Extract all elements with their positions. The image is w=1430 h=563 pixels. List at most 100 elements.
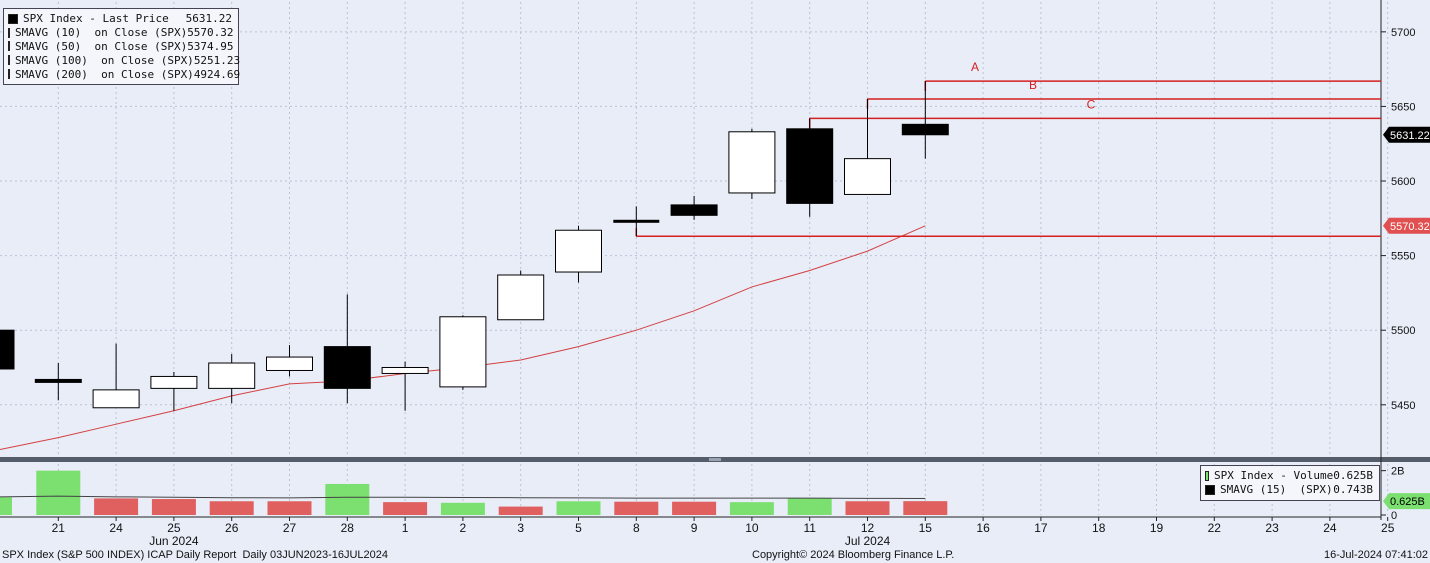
volume-bar xyxy=(151,499,196,515)
volume-legend-row: SMAVG (15) (SPX) 0.743B xyxy=(1201,483,1379,497)
volume-bar xyxy=(729,502,774,515)
y-tick-label: 5550 xyxy=(1391,251,1415,263)
volume-bar xyxy=(267,501,312,515)
x-tick-label: 15 xyxy=(919,521,933,535)
x-tick-label: 16 xyxy=(976,521,990,535)
price-legend-row: SMAVG (10) on Close (SPX) 5570.32 xyxy=(4,26,238,40)
x-tick-label: 22 xyxy=(1208,521,1222,535)
footer-center: Copyright© 2024 Bloomberg Finance L.P. xyxy=(752,549,955,561)
volume-bar xyxy=(787,498,832,515)
price-legend-value: 5570.32 xyxy=(187,26,234,40)
candle xyxy=(34,363,82,401)
price-legend-value: 5251.23 xyxy=(193,53,241,67)
volume-price-tag-label: 0.625B xyxy=(1390,496,1425,508)
volume-legend-name: SPX Index - Volume xyxy=(1214,469,1334,483)
x-tick-label: 23 xyxy=(1265,521,1279,535)
candle-body xyxy=(670,204,718,216)
price-tag-label: 5631.22 xyxy=(1390,130,1430,142)
volume-bar xyxy=(498,506,543,515)
price-tag-label: 5570.32 xyxy=(1390,221,1430,233)
x-tick-label: 17 xyxy=(1034,521,1048,535)
footer-right: 16-Jul-2024 07:41:02 xyxy=(1324,549,1428,561)
volume-bar xyxy=(440,502,485,515)
volume-bar xyxy=(325,483,370,515)
x-tick-label: 19 xyxy=(1150,521,1164,535)
resistance-label-a: A xyxy=(971,60,979,74)
price-legend-swatch xyxy=(8,69,10,80)
candle xyxy=(901,81,949,159)
candle-body xyxy=(439,316,487,388)
candle xyxy=(555,225,602,283)
candle xyxy=(439,315,487,390)
price-legend-swatch xyxy=(8,41,10,52)
volume-price-tag-bg xyxy=(1383,493,1430,510)
candle-body xyxy=(728,131,776,194)
volume-legend-swatch xyxy=(1205,484,1215,495)
x-tick-label: 5 xyxy=(575,521,582,535)
y-tick-label: 5700 xyxy=(1391,27,1415,39)
candle-body xyxy=(0,329,15,370)
volume-bar xyxy=(614,501,659,515)
volume-bar xyxy=(209,501,254,515)
price-tag-bg xyxy=(1383,217,1430,234)
month-label: Jun 2024 xyxy=(149,534,199,548)
candle xyxy=(381,361,429,411)
volume-bar xyxy=(94,498,139,515)
price-legend-row: SMAVG (50) on Close (SPX) 5374.95 xyxy=(4,40,238,54)
volume-y-tick-label: 2B xyxy=(1391,466,1404,478)
y-tick-label: 5650 xyxy=(1391,101,1415,113)
price-legend: SPX Index - Last Price 5631.22 SMAVG (10) … xyxy=(3,8,240,85)
volume-bar xyxy=(903,501,948,515)
volume-legend-value: 0.743B xyxy=(1333,483,1373,497)
price-legend-value: 5374.95 xyxy=(187,39,234,53)
x-tick-label: 8 xyxy=(633,521,640,535)
volume-bar xyxy=(845,501,890,515)
x-tick-label: 3 xyxy=(517,521,524,535)
candle-body xyxy=(786,128,834,204)
candle xyxy=(728,128,776,199)
candle-body xyxy=(497,274,545,321)
candle-body xyxy=(150,375,198,389)
volume-legend-name: SMAVG (15) (SPX) xyxy=(1220,483,1333,497)
candle-body xyxy=(266,356,313,371)
price-legend-value: 4924.69 xyxy=(193,67,241,81)
x-tick-label: 25 xyxy=(1381,521,1395,535)
price-legend-name: SMAVG (100) on Close (SPX) xyxy=(15,53,194,67)
candle-body xyxy=(844,158,891,195)
candle-body xyxy=(208,362,256,389)
resistance-label-b: B xyxy=(1029,78,1037,92)
candle xyxy=(208,354,256,404)
price-legend-name: SMAVG (10) on Close (SPX) xyxy=(15,26,188,40)
candle xyxy=(844,98,891,195)
volume-legend-swatch xyxy=(1205,470,1210,481)
x-tick-label: 27 xyxy=(283,521,297,535)
candle-body xyxy=(92,389,140,409)
candle xyxy=(323,294,371,404)
volume-bar xyxy=(672,501,717,515)
volume-y-tick-label: 0 xyxy=(1391,510,1397,522)
volume-bar xyxy=(556,501,601,515)
price-legend-swatch xyxy=(8,27,10,38)
candle-body xyxy=(555,229,602,273)
candle xyxy=(266,345,313,377)
price-legend-row: SPX Index - Last Price 5631.22 xyxy=(4,12,238,26)
price-legend-name: SMAVG (50) on Close (SPX) xyxy=(15,39,188,53)
volume-bar xyxy=(0,497,12,515)
resistance-label-c: C xyxy=(1087,97,1096,111)
volume-legend-row: SPX Index - Volume 0.625B xyxy=(1201,469,1379,483)
x-tick-label: 2 xyxy=(460,521,467,535)
candle xyxy=(670,195,718,220)
x-tick-label: 21 xyxy=(52,521,66,535)
x-tick-label: 12 xyxy=(861,521,875,535)
x-tick-label: 25 xyxy=(167,521,181,535)
x-tick-label: 9 xyxy=(691,521,698,535)
volume-bar xyxy=(383,502,428,515)
candle-body xyxy=(34,378,82,383)
price-tag-bg xyxy=(1383,126,1430,143)
candle-body xyxy=(323,346,371,389)
candle xyxy=(613,206,660,237)
candle xyxy=(497,270,545,321)
price-legend-name: SMAVG (200) on Close (SPX) xyxy=(15,67,194,81)
